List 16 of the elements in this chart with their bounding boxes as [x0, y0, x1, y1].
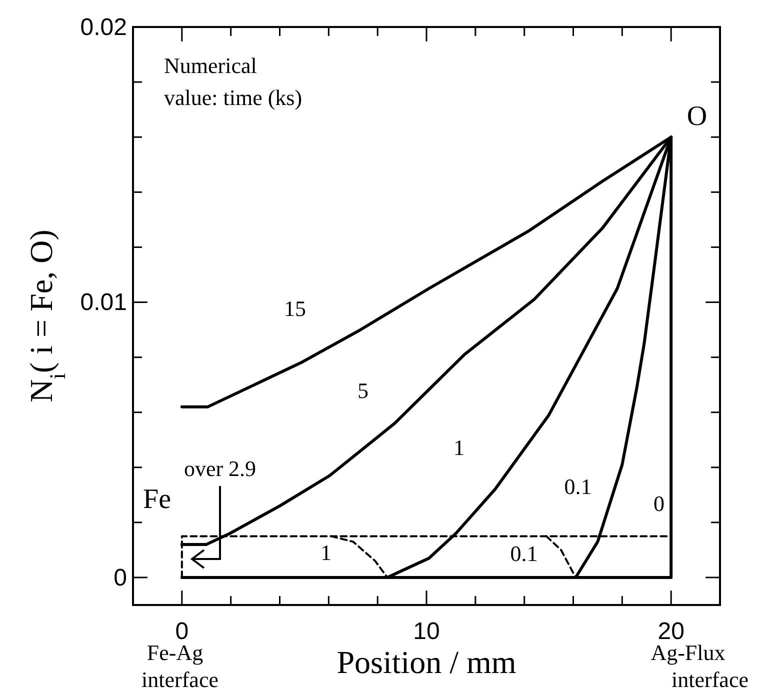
y-tick-label: 0.01 — [80, 289, 127, 316]
annotation: O — [686, 101, 708, 132]
annotation: Numerical value: time (ks) — [164, 53, 302, 110]
series-label: 0 — [654, 491, 664, 516]
series-label: 0.1 — [564, 474, 592, 499]
x-tick-label: 10 — [413, 618, 440, 645]
y-tick-label: 0 — [114, 564, 127, 592]
x-axis-title: Position / mm — [336, 644, 516, 680]
series-label: 5 — [358, 378, 368, 403]
series-label: 1 — [320, 540, 332, 565]
series-label: 15 — [284, 296, 306, 321]
annotation: Fe — [143, 484, 171, 515]
series-label: 1 — [454, 435, 464, 460]
series-label: 0.1 — [510, 541, 538, 566]
text: over 2.9 — [184, 456, 256, 481]
y-tick-label: 0.02 — [80, 14, 127, 41]
